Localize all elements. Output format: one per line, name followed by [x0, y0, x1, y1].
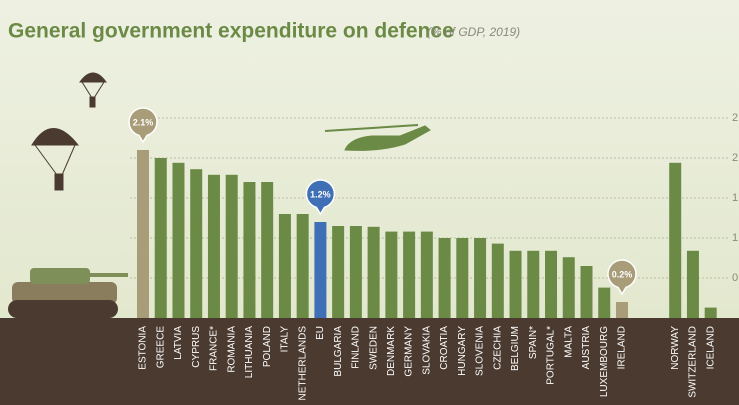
- chart-subtitle: (% of GDP, 2019): [427, 25, 520, 39]
- bar: [438, 238, 451, 318]
- y-tick-label: 0.: [732, 272, 739, 284]
- x-tick-label: CYPRUS: [191, 326, 202, 368]
- bar: [580, 266, 593, 318]
- bar: [296, 214, 309, 318]
- x-tick-label: CROATIA: [439, 326, 450, 370]
- x-tick-label: SWITZERLAND: [688, 326, 699, 398]
- bar: [278, 214, 291, 318]
- parachutist-large: [31, 128, 80, 191]
- x-tick-label: ITALY: [280, 326, 291, 353]
- bar: [456, 238, 469, 318]
- bar: [704, 307, 717, 318]
- bar: [545, 250, 558, 318]
- bar: [403, 231, 416, 318]
- x-tick-label: BULGARIA: [333, 326, 344, 377]
- x-tick-label: ROMANIA: [226, 326, 237, 373]
- bar: [491, 243, 504, 318]
- y-tick-label: 2.: [732, 152, 739, 164]
- bar: [615, 302, 628, 318]
- y-tick-label: 1.: [732, 232, 739, 244]
- label-band: [0, 318, 739, 405]
- x-tick-label: EU: [315, 326, 326, 340]
- value-label-bubble: [305, 179, 336, 216]
- x-tick-label: FRANCE*: [209, 326, 220, 371]
- x-tick-label: MALTA: [563, 326, 574, 358]
- bar: [190, 169, 203, 318]
- bar: [332, 226, 345, 318]
- bar: [420, 231, 433, 318]
- x-tick-label: SLOVENIA: [475, 326, 486, 376]
- x-tick-label: LUXEMBOURG: [599, 326, 610, 397]
- value-label: 0.2%: [612, 269, 633, 279]
- bar: [172, 162, 185, 318]
- x-tick-label: FINLAND: [351, 326, 362, 369]
- x-tick-label: SPAIN*: [528, 326, 539, 359]
- x-tick-label: HUNGARY: [457, 326, 468, 376]
- x-tick-label: SWEDEN: [368, 326, 379, 370]
- x-tick-label: CZECHIA: [492, 326, 503, 370]
- bar: [225, 174, 238, 318]
- bar: [349, 226, 362, 318]
- bar: [243, 182, 256, 318]
- bar: [474, 238, 487, 318]
- parachutist-small: [79, 72, 107, 108]
- helicopter: [324, 124, 431, 151]
- x-tick-label: ESTONIA: [138, 326, 149, 370]
- bar: [261, 182, 274, 318]
- x-tick-label: AUSTRIA: [581, 326, 592, 370]
- x-tick-label: POLAND: [262, 326, 273, 367]
- bar: [154, 158, 167, 318]
- bar: [562, 257, 575, 318]
- bar: [207, 174, 220, 318]
- x-tick-label: GREECE: [155, 326, 166, 369]
- x-tick-label: DENMARK: [386, 326, 397, 376]
- bar: [314, 222, 327, 318]
- x-tick-label: ICELAND: [705, 326, 716, 369]
- bar: [527, 250, 540, 318]
- x-tick-label: LITHUANIA: [244, 326, 255, 379]
- x-tick-label: IRELAND: [617, 326, 628, 369]
- value-label: 1.2%: [310, 189, 331, 199]
- bar: [137, 150, 149, 318]
- x-tick-label: LATVIA: [173, 326, 184, 360]
- bar: [385, 231, 398, 318]
- value-label-bubble: [607, 259, 637, 296]
- x-tick-label: GERMANY: [404, 326, 415, 377]
- x-tick-label: SLOVAKIA: [421, 326, 432, 375]
- tank: [8, 268, 128, 318]
- x-tick-label: BELGIUM: [510, 326, 521, 371]
- x-tick-label: NETHERLANDS: [297, 326, 308, 401]
- y-tick-label: 2.: [732, 112, 739, 124]
- bar: [509, 250, 522, 318]
- bar: [367, 226, 380, 318]
- x-tick-label: NORWAY: [670, 326, 681, 370]
- bar: [686, 250, 699, 318]
- bar: [669, 162, 682, 318]
- value-label: 2.1%: [133, 117, 154, 127]
- value-label-bubble: [128, 107, 158, 144]
- bar: [598, 287, 611, 318]
- x-tick-label: PORTUGAL*: [546, 326, 557, 385]
- chart-title: General government expenditure on defenc…: [8, 20, 454, 43]
- y-tick-label: 1.: [732, 192, 739, 204]
